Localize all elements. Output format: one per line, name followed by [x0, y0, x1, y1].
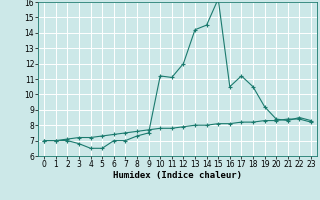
X-axis label: Humidex (Indice chaleur): Humidex (Indice chaleur): [113, 171, 242, 180]
